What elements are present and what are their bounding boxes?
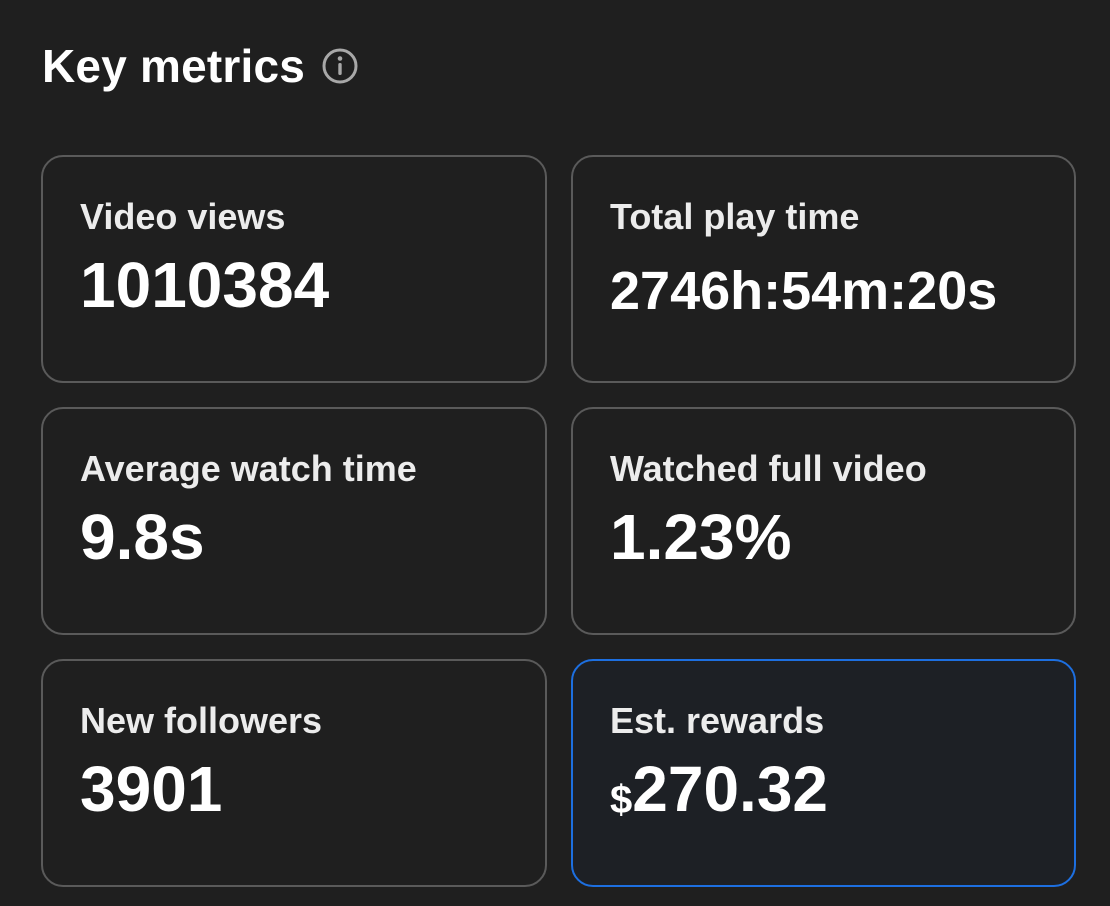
metric-value: 1.23%	[610, 501, 792, 573]
metric-value: 9.8s	[80, 501, 205, 573]
metric-label: New followers	[80, 700, 323, 741]
metric-label: Total play time	[610, 196, 860, 237]
metric-card-video-views[interactable]: Video views 1010384	[41, 155, 547, 383]
currency-symbol: $	[610, 778, 633, 822]
metric-card-new-followers[interactable]: New followers 3901	[41, 659, 547, 887]
section-header: Key metrics	[42, 34, 359, 98]
metric-value: 2746h:54m:20s	[610, 261, 998, 321]
metric-card-watched-full-video[interactable]: Watched full video 1.23%	[571, 407, 1076, 635]
metric-value-rewards: $270.32	[610, 751, 1038, 838]
metric-label: Video views	[80, 196, 286, 237]
metric-card-est-rewards[interactable]: Est. rewards $270.32	[571, 659, 1076, 887]
metric-value: 1010384	[80, 249, 330, 321]
metric-value: 270.32	[632, 753, 828, 825]
metric-value: 3901	[80, 753, 223, 825]
metrics-grid: Video views 1010384 Total play time 2746…	[41, 155, 1076, 887]
metric-card-total-play-time[interactable]: Total play time 2746h:54m:20s	[571, 155, 1076, 383]
metric-label: Watched full video	[610, 448, 927, 489]
section-title: Key metrics	[42, 40, 306, 92]
info-icon[interactable]	[321, 47, 359, 85]
metric-card-average-watch-time[interactable]: Average watch time 9.8s	[41, 407, 547, 635]
metric-label: Average watch time	[80, 448, 417, 489]
metric-label: Est. rewards	[610, 700, 825, 741]
